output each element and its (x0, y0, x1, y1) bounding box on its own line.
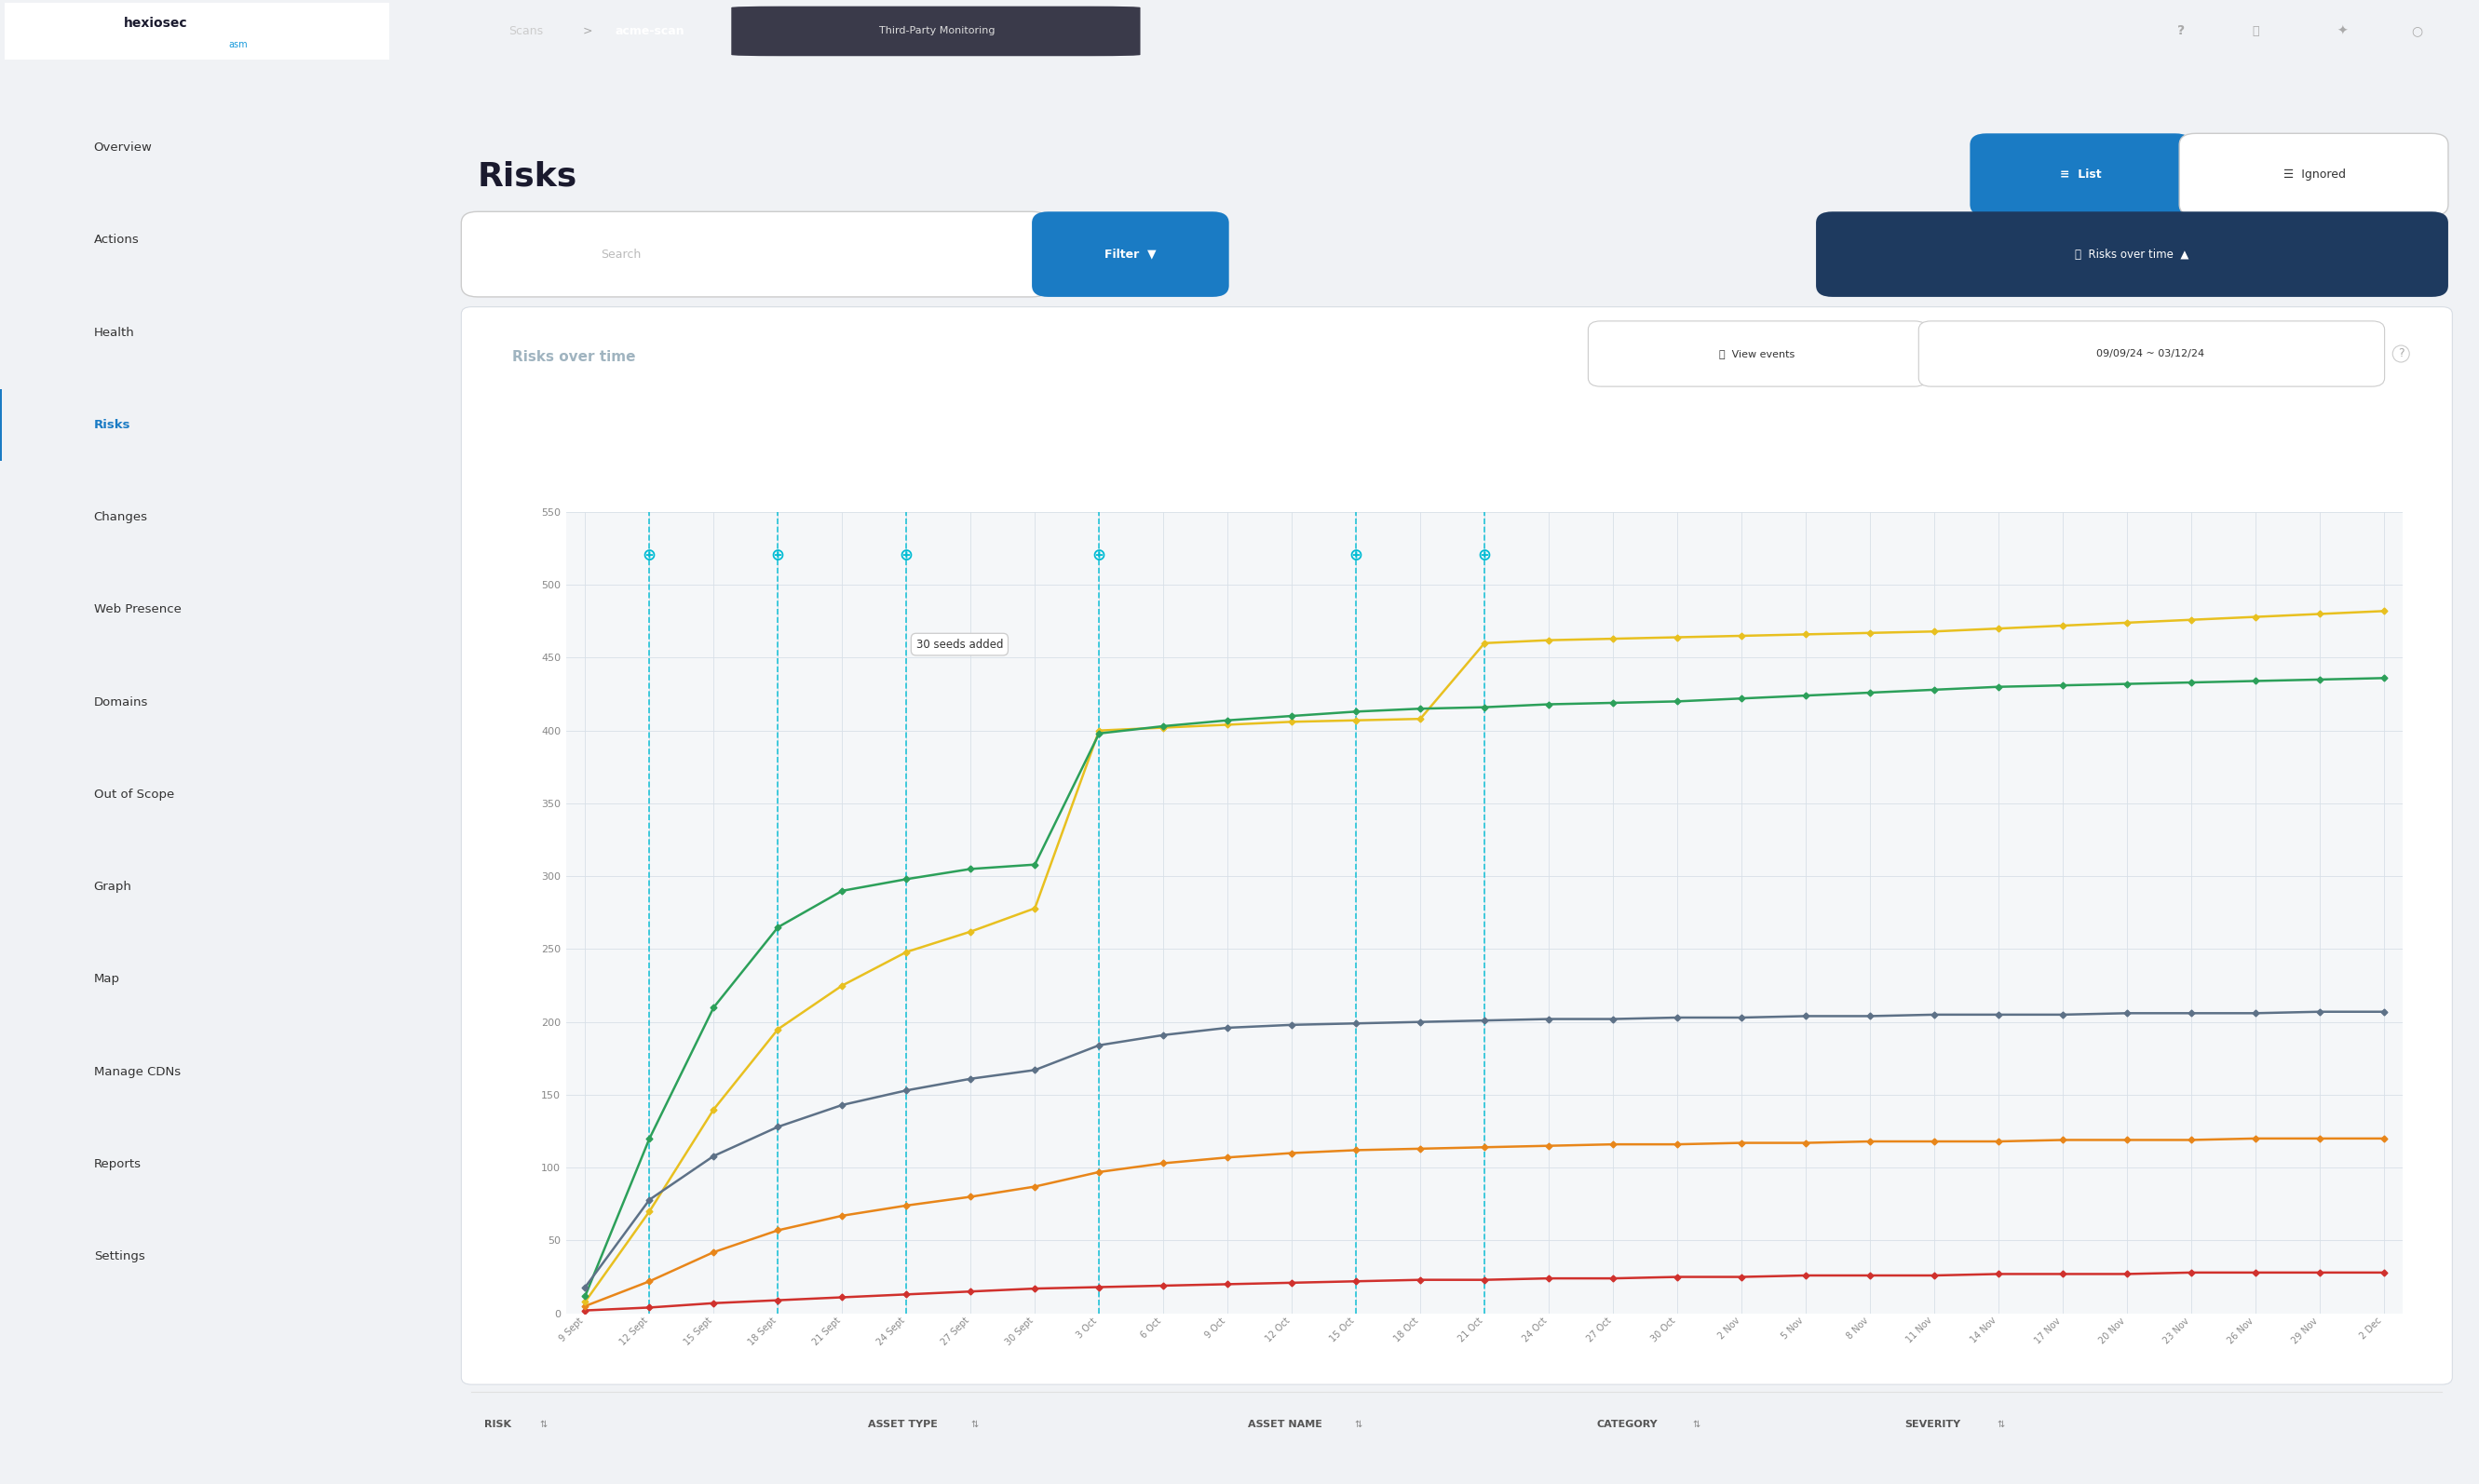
Text: Health: Health (94, 326, 134, 338)
Text: ?: ? (2397, 347, 2405, 359)
FancyBboxPatch shape (461, 212, 1049, 297)
Text: 30 seeds added: 30 seeds added (917, 638, 1004, 650)
Text: ⇅: ⇅ (1693, 1420, 1701, 1429)
Text: CATEGORY: CATEGORY (1596, 1420, 1658, 1429)
Text: ASSET NAME: ASSET NAME (1247, 1420, 1321, 1429)
Text: ⊕: ⊕ (771, 548, 786, 564)
Text: ☰  Ignored: ☰ Ignored (2283, 169, 2345, 181)
Text: asm: asm (228, 40, 248, 49)
FancyBboxPatch shape (461, 307, 2452, 1385)
Text: ⊕: ⊕ (1477, 548, 1492, 564)
Text: ⊕: ⊕ (642, 548, 657, 564)
Text: Filter  ▼: Filter ▼ (1106, 248, 1155, 260)
Text: Scans: Scans (508, 25, 543, 37)
Text: ✦: ✦ (2338, 25, 2348, 37)
Text: Overview: Overview (94, 141, 151, 154)
Text: ASSET TYPE: ASSET TYPE (868, 1420, 937, 1429)
Text: Manage CDNs: Manage CDNs (94, 1066, 181, 1077)
Text: Map: Map (94, 974, 119, 985)
Text: ≡  List: ≡ List (2060, 169, 2102, 181)
Text: Settings: Settings (94, 1251, 144, 1263)
FancyBboxPatch shape (1919, 321, 2385, 386)
Text: Domains: Domains (94, 696, 149, 708)
Text: Actions: Actions (94, 234, 139, 246)
Text: SEVERITY: SEVERITY (1904, 1420, 1961, 1429)
FancyBboxPatch shape (2179, 134, 2449, 215)
FancyBboxPatch shape (1031, 212, 1230, 297)
FancyBboxPatch shape (1817, 212, 2449, 297)
Text: Graph: Graph (94, 881, 131, 893)
Text: ?: ? (2177, 25, 2186, 37)
Text: ⊕: ⊕ (900, 548, 912, 564)
Text: Third-Party Monitoring: Third-Party Monitoring (880, 27, 994, 36)
Text: 🔔: 🔔 (2253, 25, 2258, 37)
Text: ⇅: ⇅ (540, 1420, 548, 1429)
FancyBboxPatch shape (1589, 321, 1926, 386)
Text: Changes: Changes (94, 510, 149, 524)
FancyBboxPatch shape (1971, 134, 2191, 215)
Text: acme-scan: acme-scan (615, 25, 684, 37)
FancyBboxPatch shape (426, 62, 2479, 1484)
Text: ⊕: ⊕ (1093, 548, 1106, 564)
Text: 📈  Risks over time  ▲: 📈 Risks over time ▲ (2075, 248, 2189, 260)
Text: ⇅: ⇅ (969, 1420, 977, 1429)
Text: ○: ○ (2412, 25, 2422, 37)
Text: RISK: RISK (483, 1420, 511, 1429)
Text: ⊕: ⊕ (1349, 548, 1363, 564)
Text: Search: Search (600, 248, 642, 260)
FancyBboxPatch shape (5, 3, 389, 59)
FancyBboxPatch shape (731, 6, 1140, 56)
Text: Risks over time: Risks over time (513, 350, 637, 364)
Text: Out of Scope: Out of Scope (94, 788, 174, 800)
Text: 📅  View events: 📅 View events (1718, 349, 1795, 359)
Text: >: > (583, 25, 592, 37)
Text: hexiosec: hexiosec (124, 18, 188, 30)
Text: ⇅: ⇅ (1354, 1420, 1361, 1429)
Text: Web Presence: Web Presence (94, 604, 181, 616)
Text: 09/09/24 ~ 03/12/24: 09/09/24 ~ 03/12/24 (2097, 349, 2204, 359)
Text: ⇅: ⇅ (1996, 1420, 2003, 1429)
Text: Reports: Reports (94, 1158, 141, 1171)
Text: Risks: Risks (94, 418, 131, 430)
Text: Risks: Risks (478, 160, 578, 191)
